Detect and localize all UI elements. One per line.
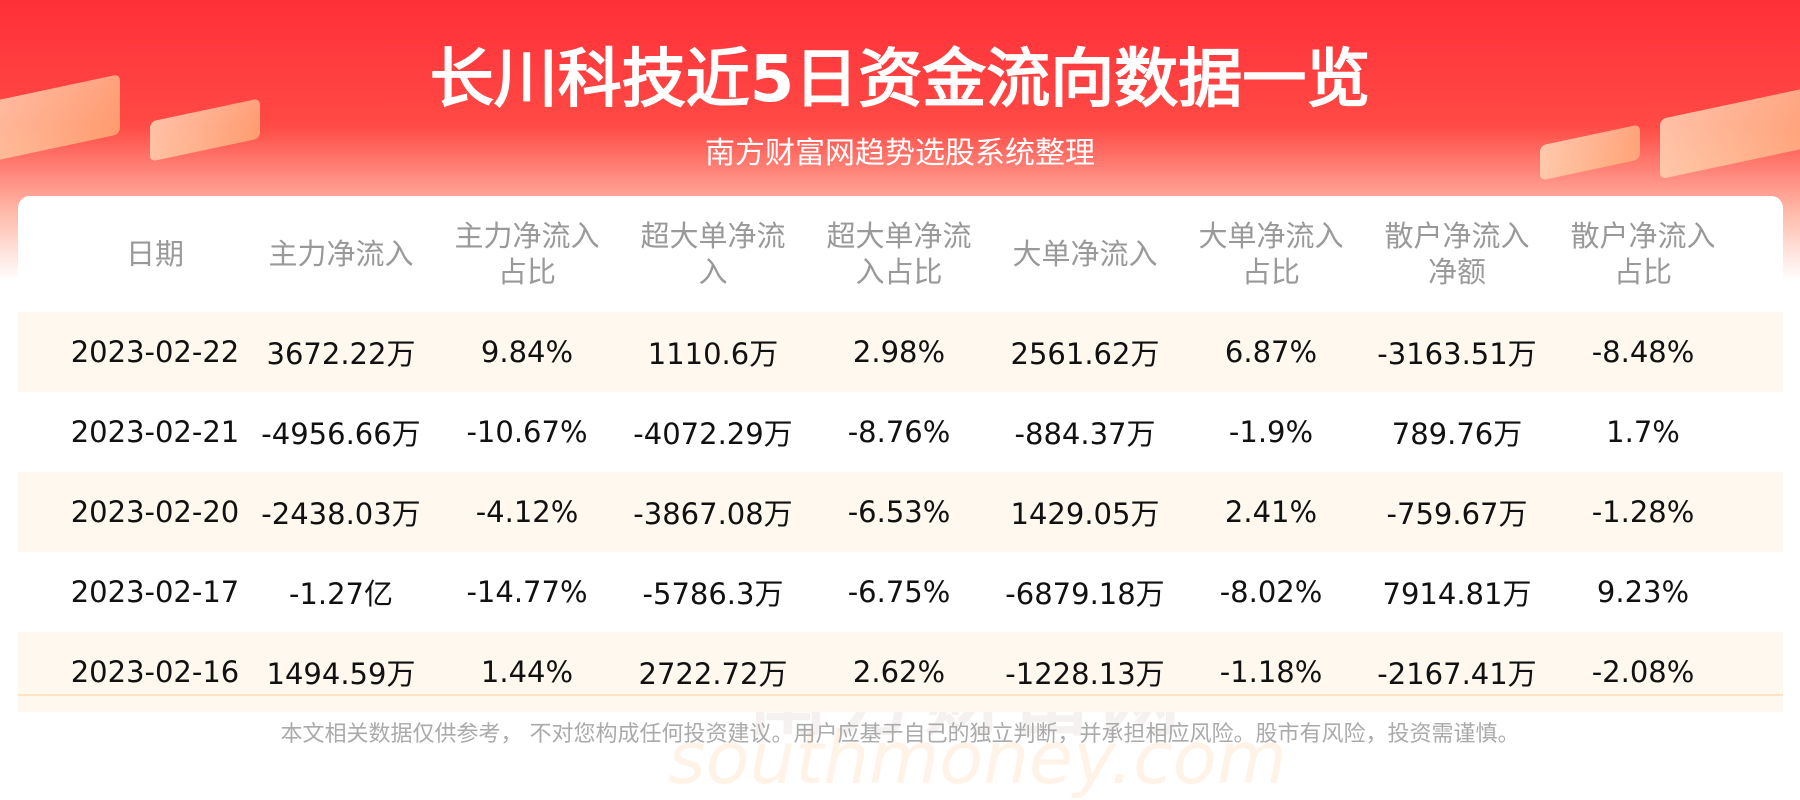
table-cell: -6.53% xyxy=(847,495,951,529)
table-cell: -8.02% xyxy=(1219,575,1323,609)
table-cell: -884.37万 xyxy=(1014,417,1156,451)
table-cell: 2023-02-22 xyxy=(70,335,240,369)
column-header: 散户净流入占比 xyxy=(1570,219,1716,289)
table-row: 2023-02-17 -1.27亿 -14.77% -5786.3万 -6.75% -68… xyxy=(18,552,1783,632)
table-cell: 2023-02-20 xyxy=(70,495,240,529)
subtitle: 南方财富网趋势选股系统整理 xyxy=(705,136,1095,171)
table-cell: -1.28% xyxy=(1591,495,1695,529)
table-cell: -759.67万 xyxy=(1386,497,1528,531)
table-cell: 1429.05万 xyxy=(1010,497,1160,531)
table-cell: -5786.3万 xyxy=(642,577,784,611)
column-header: 大单净流入 xyxy=(1012,237,1158,271)
title: 长川科技近5日资金流向数据一览 xyxy=(429,43,1371,117)
table-cell: 2.98% xyxy=(852,335,946,369)
table-cell: 9.23% xyxy=(1596,575,1690,609)
table-cell: -8.48% xyxy=(1591,335,1695,369)
table-cell: -1.9% xyxy=(1228,415,1314,449)
header-row: 日期 主力净流入 主力净流入占比 超大单净流入 超大单净流入占比 大单净流入 大单净流入占比… xyxy=(18,196,1783,312)
table-cell: 1110.6万 xyxy=(647,337,779,371)
table-row: 2023-02-16 1494.59万 1.44% 2722.72万 2.62% -122… xyxy=(18,632,1783,712)
table-cell: -2438.03万 xyxy=(261,497,421,531)
column-header: 大单净流入占比 xyxy=(1198,219,1344,289)
table-cell: 2.62% xyxy=(852,655,946,689)
table-cell: 2561.62万 xyxy=(1010,337,1160,371)
table-row: 2023-02-20 -2438.03万 -4.12% -3867.08万 -6.53%… xyxy=(18,472,1783,552)
table-cell: 2023-02-17 xyxy=(70,575,240,609)
table-cell: 1494.59万 xyxy=(266,657,416,691)
table-cell: -10.67% xyxy=(466,415,588,449)
table-cell: -6879.18万 xyxy=(1005,577,1165,611)
table-cell: 1.44% xyxy=(480,655,574,689)
divider xyxy=(18,694,1783,696)
table-cell: -1.27亿 xyxy=(288,577,394,611)
column-header: 超大单净流入 xyxy=(640,219,786,289)
column-header: 超大单净流入占比 xyxy=(826,219,972,289)
table-cell: 2.41% xyxy=(1224,495,1318,529)
table-cell: 7914.81万 xyxy=(1382,577,1532,611)
watermark: southmoney.com xyxy=(668,716,1287,800)
table-cell: -1.18% xyxy=(1219,655,1323,689)
column-header: 主力净流入占比 xyxy=(454,219,600,289)
table-cell: -4.12% xyxy=(475,495,579,529)
column-header: 散户净流入净额 xyxy=(1384,219,1530,289)
table-row: 2023-02-21 -4956.66万 -10.67% -4072.29万 -8.76… xyxy=(18,392,1783,472)
table-cell: 2722.72万 xyxy=(638,657,788,691)
table-cell: -14.77% xyxy=(466,575,588,609)
column-header: 主力净流入 xyxy=(268,237,414,271)
table-cell: -3163.51万 xyxy=(1377,337,1537,371)
table: 南方财富网 southmoney.com 日期主力净流入主力净流入占比超大单净流… xyxy=(18,196,1783,800)
table-cell: 1.7% xyxy=(1606,415,1680,449)
table-cell: 789.76万 xyxy=(1391,417,1523,451)
table-cell: 2023-02-21 xyxy=(70,415,240,449)
table-cell: 6.87% xyxy=(1224,335,1318,369)
table-cell: 2023-02-16 xyxy=(70,655,240,689)
table-cell: -2.08% xyxy=(1591,655,1695,689)
column-header: 日期 xyxy=(125,237,184,271)
table-cell: -3867.08万 xyxy=(633,497,793,531)
table-cell: -1228.13万 xyxy=(1005,657,1165,691)
table-row: 2023-02-22 3672.22万 9.84% 1110.6万 2.98% 2561.… xyxy=(18,312,1783,392)
disclaimer: 本文相关数据仅供参考， 不对您构成任何投资建议。用户应基于自己的独立判断，并承担… xyxy=(280,722,1520,747)
table-cell: -4072.29万 xyxy=(633,417,793,451)
table-cell: 3672.22万 xyxy=(266,337,416,371)
table-cell: 9.84% xyxy=(480,335,574,369)
table-cell: -8.76% xyxy=(847,415,951,449)
table-cell: -4956.66万 xyxy=(261,417,421,451)
table-cell: -2167.41万 xyxy=(1377,657,1537,691)
table-cell: -6.75% xyxy=(847,575,951,609)
